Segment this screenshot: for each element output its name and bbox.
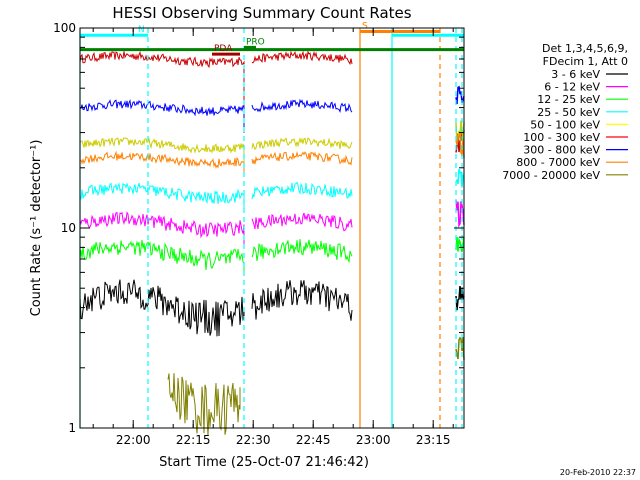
series-line-300-800-kev	[79, 98, 245, 133]
series-tail-6-12-kev	[455, 200, 465, 228]
series-tail-12-25-kev	[455, 236, 465, 253]
y-tick-label: 100	[53, 21, 76, 35]
series-line-6-12-kev	[251, 212, 353, 232]
legend-label-300-800-kev: 300 - 800 keV	[523, 144, 600, 157]
series-7000-20000-kev	[167, 336, 465, 437]
series-line-3-6-kev	[79, 279, 245, 337]
x-tick-label: 22:45	[296, 433, 331, 447]
series-12-25-kev	[79, 236, 465, 273]
x-tick-label: 22:00	[116, 433, 151, 447]
series-line-800-7000-kev	[79, 150, 245, 177]
y-tick-label: 1	[68, 421, 76, 435]
series-line-25-50-kev	[251, 181, 353, 200]
legend: Det 1,3,4,5,6,9, FDecim 1, Att 0 3 - 6 k…	[502, 42, 628, 182]
series-line-12-25-kev	[251, 238, 353, 264]
legend-header-config: FDecim 1, Att 0	[543, 55, 628, 68]
x-tick-label: 22:30	[236, 433, 271, 447]
legend-label-7000-20000-kev: 7000 - 20000 keV	[502, 169, 600, 182]
series-25-50-kev	[79, 168, 465, 213]
flag-label-pro: PRO	[246, 37, 265, 47]
flag-label-pda: PDA	[214, 44, 233, 54]
series-line-50-100-kev	[251, 137, 353, 151]
series-line-12-25-kev	[79, 240, 245, 273]
series-line-300-800-kev	[251, 98, 353, 114]
series-line-7000-20000-kev	[167, 373, 241, 437]
x-tick-label: 23:15	[416, 433, 451, 447]
series-line-25-50-kev	[79, 182, 245, 213]
series-line-100-300-kev	[251, 50, 353, 66]
series-tail-3-6-kev	[455, 285, 465, 311]
x-axis-label: Start Time (25-Oct-07 21:46:42)	[159, 455, 369, 470]
legend-label-50-100-kev: 50 - 100 keV	[530, 118, 600, 131]
chart-title: HESSI Observing Summary Count Rates	[112, 4, 411, 22]
series-line-800-7000-kev	[251, 150, 353, 166]
x-tick-label: 23:00	[356, 433, 391, 447]
y-axis-label: Count Rate (s⁻¹ detector⁻¹)	[29, 140, 44, 317]
series-line-3-6-kev	[251, 280, 353, 321]
legend-header-detectors: Det 1,3,4,5,6,9,	[542, 42, 628, 55]
series-tail-800-7000-kev	[455, 133, 465, 158]
legend-label-100-300-kev: 100 - 300 keV	[523, 131, 600, 144]
series-tail-300-800-kev	[455, 85, 465, 105]
flag-label-s: S	[362, 22, 368, 32]
series-tail-7000-20000-kev	[455, 336, 465, 360]
legend-label-12-25-kev: 12 - 25 keV	[537, 93, 600, 106]
series-line-100-300-kev	[79, 50, 245, 133]
axis-layer: 22:00 22:15 22:30 22:45 23:00 23:15 1 10 100	[53, 21, 464, 447]
y-tick-label: 10	[61, 221, 76, 235]
x-tick-label: 22:15	[176, 433, 211, 447]
plot-layer	[79, 50, 465, 437]
series-6-12-kev	[79, 200, 465, 248]
footer-date: 20-Feb-2010 22:37	[560, 468, 636, 477]
legend-label-800-7000-kev: 800 - 7000 keV	[516, 156, 600, 169]
legend-label-25-50-kev: 25 - 50 keV	[537, 106, 600, 119]
series-3-6-kev	[79, 279, 465, 337]
series-tail-25-50-kev	[455, 168, 465, 188]
legend-label-3-6-kev: 3 - 6 keV	[551, 68, 600, 81]
series-line-50-100-kev	[79, 137, 245, 168]
flag-label-n: N	[138, 25, 145, 35]
legend-label-6-12-kev: 6 - 12 keV	[544, 81, 600, 94]
series-300-800-kev	[79, 85, 465, 133]
series-800-7000-kev	[79, 133, 465, 177]
series-line-6-12-kev	[79, 211, 245, 248]
